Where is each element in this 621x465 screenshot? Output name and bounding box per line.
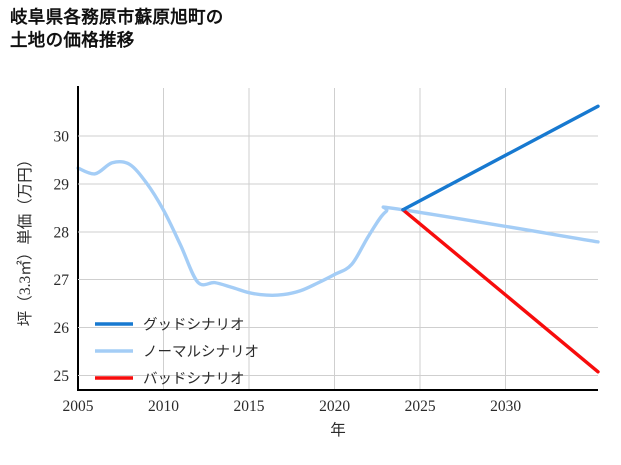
axis-frame	[76, 86, 598, 392]
y-axis-title: 坪（3.3㎡）単価（万円）	[16, 152, 34, 326]
y-tick-label: 27	[54, 272, 70, 289]
x-axis-tick-labels: 2005 2010 2015 2020 2025 2030	[63, 398, 522, 415]
series-line-good	[401, 104, 600, 212]
y-tick-label: 28	[54, 224, 70, 241]
series-lines	[76, 104, 600, 374]
x-tick-label: 2025	[405, 398, 436, 415]
x-axis-title: 年	[330, 421, 346, 439]
y-tick-label: 25	[54, 368, 70, 385]
series-line-bad	[401, 208, 600, 374]
y-axis-tick-labels: 25 26 27 28 29 30	[54, 128, 84, 385]
y-tick-label: 29	[54, 176, 70, 193]
axis-titles: 年 坪（3.3㎡）単価（万円）	[16, 152, 346, 439]
legend-label-2: バッドシナリオ	[143, 372, 245, 388]
x-tick-label: 2005	[63, 398, 94, 415]
legend-label-0: グッドシナリオ	[143, 317, 245, 334]
x-tick-label: 2020	[319, 398, 350, 415]
x-tick-label: 2010	[148, 398, 179, 415]
x-tick-label: 2015	[234, 398, 265, 415]
y-tick-label: 30	[54, 128, 70, 145]
legend-label-1: ノーマルシナリオ	[143, 345, 259, 361]
chart-title: 岐阜県各務原市蘇原旭町の 土地の価格推移	[10, 7, 224, 51]
series-line-normal	[76, 159, 600, 297]
x-tick-label: 2030	[490, 398, 521, 415]
y-tick-label: 26	[54, 320, 70, 337]
